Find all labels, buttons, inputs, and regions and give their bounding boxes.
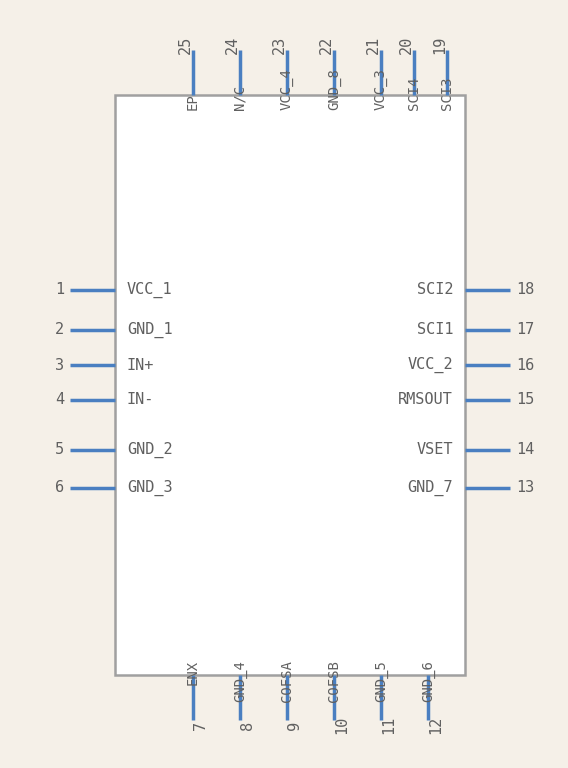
Text: SCI1: SCI1 [416, 323, 453, 337]
Text: IN-: IN- [127, 392, 154, 408]
Text: GND_6: GND_6 [421, 660, 435, 702]
Text: GND_2: GND_2 [127, 442, 173, 458]
Text: 23: 23 [272, 36, 287, 54]
Text: 4: 4 [55, 392, 64, 408]
Text: 16: 16 [516, 357, 534, 372]
Text: 13: 13 [516, 481, 534, 495]
Text: 9: 9 [287, 720, 302, 730]
Bar [115, 95, 465, 675]
Text: 18: 18 [516, 283, 534, 297]
Text: SCI2: SCI2 [416, 283, 453, 297]
Text: 15: 15 [516, 392, 534, 408]
Text: GND_8: GND_8 [327, 68, 341, 110]
Text: 12: 12 [428, 716, 443, 734]
Text: GND_7: GND_7 [407, 480, 453, 496]
Text: COFSA: COFSA [280, 660, 294, 702]
Text: COFSB: COFSB [327, 660, 341, 702]
Text: GND_3: GND_3 [127, 480, 173, 496]
Text: GND_1: GND_1 [127, 322, 173, 338]
Text: 25: 25 [178, 36, 193, 54]
Text: 24: 24 [225, 36, 240, 54]
Text: 14: 14 [516, 442, 534, 458]
Text: 10: 10 [334, 716, 349, 734]
Text: 21: 21 [366, 36, 381, 54]
Text: 20: 20 [399, 36, 414, 54]
Text: EP: EP [186, 93, 200, 110]
Text: 1: 1 [55, 283, 64, 297]
Text: SCI4: SCI4 [407, 77, 421, 110]
Text: 7: 7 [193, 720, 208, 730]
Text: 5: 5 [55, 442, 64, 458]
Text: SCI3: SCI3 [440, 77, 454, 110]
Text: ENX: ENX [186, 660, 200, 685]
Text: VCC_1: VCC_1 [127, 282, 173, 298]
Text: 6: 6 [55, 481, 64, 495]
Text: 8: 8 [240, 720, 255, 730]
Text: 11: 11 [381, 716, 396, 734]
Text: GND_5: GND_5 [374, 660, 388, 702]
Text: 2: 2 [55, 323, 64, 337]
Text: IN+: IN+ [127, 357, 154, 372]
Text: VCC_2: VCC_2 [407, 357, 453, 373]
Text: VCC_3: VCC_3 [374, 68, 388, 110]
Text: VSET: VSET [416, 442, 453, 458]
Text: 3: 3 [55, 357, 64, 372]
Text: 19: 19 [432, 36, 447, 54]
Text: 17: 17 [516, 323, 534, 337]
Text: GND_4: GND_4 [233, 660, 247, 702]
Text: RMSOUT: RMSOUT [398, 392, 453, 408]
Text: VCC_4: VCC_4 [280, 68, 294, 110]
Text: 22: 22 [319, 36, 334, 54]
Text: N/C: N/C [233, 85, 247, 110]
